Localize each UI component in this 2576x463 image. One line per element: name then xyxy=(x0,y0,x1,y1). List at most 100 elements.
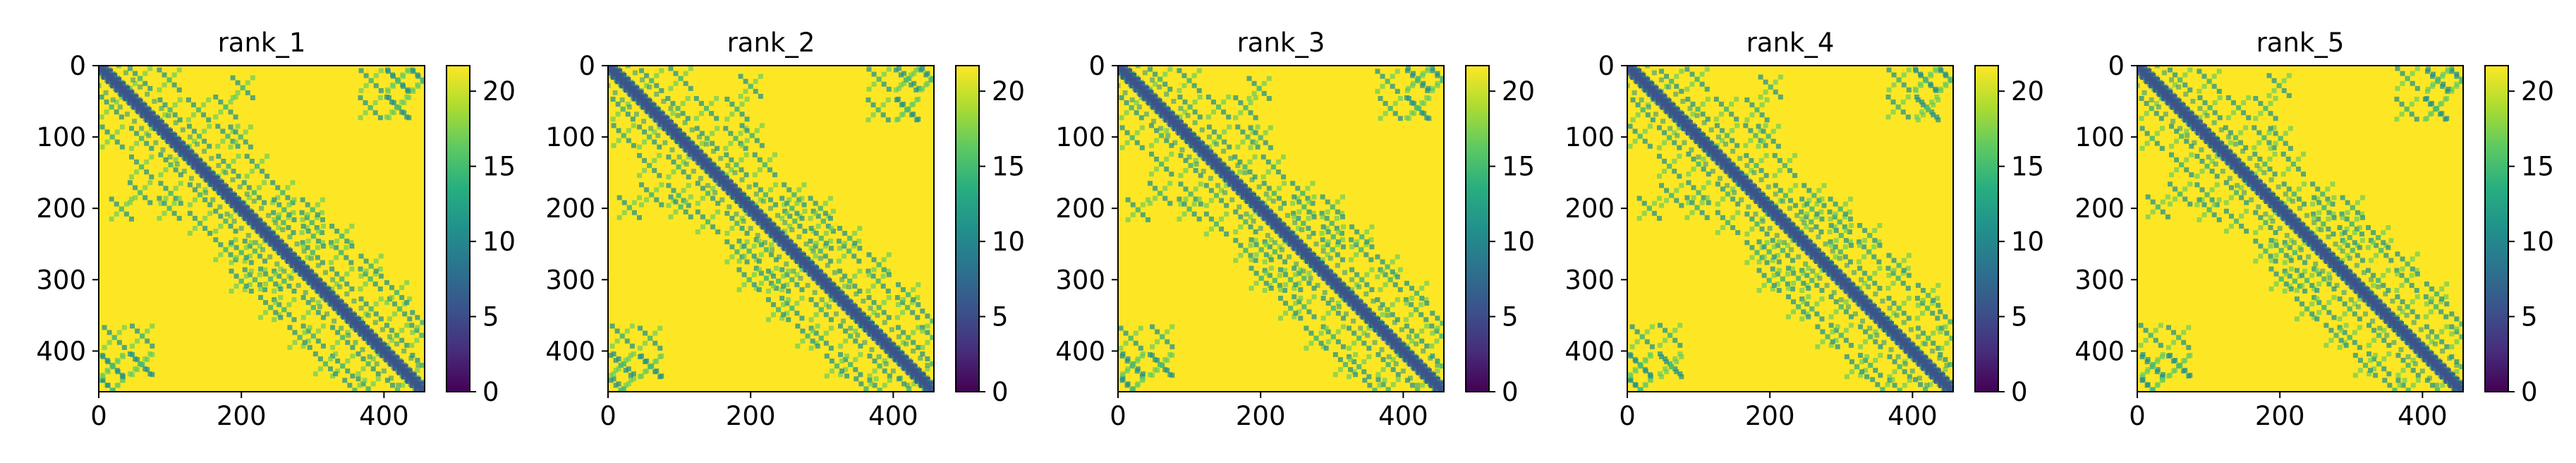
band-cell xyxy=(1363,291,1369,297)
contact-cell xyxy=(1633,368,1639,374)
contact-cell xyxy=(1301,220,1306,226)
contact-cell xyxy=(2316,310,2322,315)
contact-cell xyxy=(1718,102,1724,107)
contact-cell xyxy=(368,306,374,312)
contact-cell xyxy=(799,267,805,272)
contact-cell xyxy=(358,95,363,100)
contact-cell xyxy=(1119,95,1124,100)
contact-cell xyxy=(1415,387,1421,392)
contact-cell xyxy=(901,80,907,86)
contact-cell xyxy=(1418,312,1424,318)
contact-cell xyxy=(1833,244,1838,250)
contact-cell xyxy=(856,239,862,244)
contact-cell xyxy=(739,167,744,173)
contact-cell xyxy=(2342,301,2347,307)
contact-cell xyxy=(278,315,284,320)
contact-cell xyxy=(415,368,420,373)
band-cell xyxy=(1158,126,1164,131)
contact-cell xyxy=(356,351,361,356)
contact-cell xyxy=(1649,344,1655,349)
contact-cell xyxy=(1135,366,1141,372)
contact-cell xyxy=(654,197,660,203)
contact-cell xyxy=(1847,209,1852,215)
contact-cell xyxy=(2349,221,2355,227)
contact-cell xyxy=(1704,215,1710,220)
contact-cell xyxy=(880,273,886,279)
contact-cell xyxy=(1880,387,1885,392)
contact-cell xyxy=(1861,244,1867,250)
contact-cell xyxy=(673,80,679,86)
contact-cell xyxy=(299,210,305,215)
contact-cell xyxy=(344,281,350,287)
colorbar xyxy=(1974,65,1999,392)
contact-cell xyxy=(2352,301,2357,307)
contact-cell xyxy=(2345,243,2350,248)
contact-cell xyxy=(2271,125,2277,131)
contact-cell xyxy=(1744,240,1750,246)
contact-cell xyxy=(753,78,758,84)
band-cell xyxy=(1280,247,1285,253)
contact-cell xyxy=(1347,345,1352,351)
contact-cell xyxy=(1656,174,1662,179)
contact-cell xyxy=(935,313,940,318)
x-tick-label: 400 xyxy=(359,401,409,431)
contact-cell xyxy=(1367,383,1373,388)
contact-cell xyxy=(250,95,255,100)
contact-cell xyxy=(134,159,140,164)
contact-cell xyxy=(784,282,790,287)
contact-cell xyxy=(2347,335,2352,340)
contact-cell xyxy=(2399,282,2405,288)
contact-cell xyxy=(2429,309,2434,315)
band-cell xyxy=(288,275,294,281)
contact-cell xyxy=(162,210,167,216)
contact-cell xyxy=(1642,138,1648,144)
band-cell xyxy=(882,320,887,325)
contact-cell xyxy=(1262,259,1268,265)
contact-cell xyxy=(1885,285,1891,291)
contact-cell xyxy=(1390,382,1396,387)
contact-cell xyxy=(1837,206,1843,212)
contact-cell xyxy=(2199,169,2205,174)
contact-cell xyxy=(739,123,745,128)
contact-cell xyxy=(748,83,753,89)
band-cell xyxy=(258,205,264,211)
contact-cell xyxy=(1354,229,1360,235)
contact-cell xyxy=(1804,272,1810,278)
contact-cell xyxy=(911,297,916,303)
contact-cell xyxy=(345,368,351,374)
contact-cell xyxy=(2263,220,2268,225)
contact-cell xyxy=(2153,111,2159,116)
contact-cell xyxy=(320,217,325,222)
contact-cell xyxy=(270,200,276,205)
contact-cell xyxy=(618,363,624,368)
contact-cell xyxy=(1216,104,1222,110)
contact-cell xyxy=(1267,244,1272,250)
contact-cell xyxy=(1656,153,1662,159)
contact-cell xyxy=(2256,130,2262,136)
contact-cell xyxy=(2301,151,2307,157)
contact-cell xyxy=(228,124,233,130)
contact-cell xyxy=(1262,267,1268,273)
contact-cell xyxy=(1896,306,1902,311)
band-cell xyxy=(1122,90,1128,95)
contact-cell xyxy=(162,72,167,78)
contact-cell xyxy=(399,109,405,115)
contact-cell xyxy=(1363,252,1369,258)
band-cell xyxy=(152,99,157,104)
contact-cell xyxy=(1863,358,1869,363)
contact-cell xyxy=(238,250,244,255)
contact-cell xyxy=(1306,299,1312,305)
contact-cell xyxy=(2194,182,2200,188)
contact-cell xyxy=(666,203,672,208)
contact-cell xyxy=(2194,174,2200,179)
contact-cell xyxy=(915,315,921,320)
contact-cell xyxy=(2374,243,2379,248)
contact-cell xyxy=(2287,255,2292,260)
contact-cell xyxy=(1426,66,1431,71)
contact-cell xyxy=(116,330,122,335)
contact-cell xyxy=(1833,299,1839,305)
band-cell xyxy=(675,113,681,119)
band-cell xyxy=(230,177,236,183)
contact-cell xyxy=(1435,325,1440,331)
band-cell xyxy=(734,211,739,217)
